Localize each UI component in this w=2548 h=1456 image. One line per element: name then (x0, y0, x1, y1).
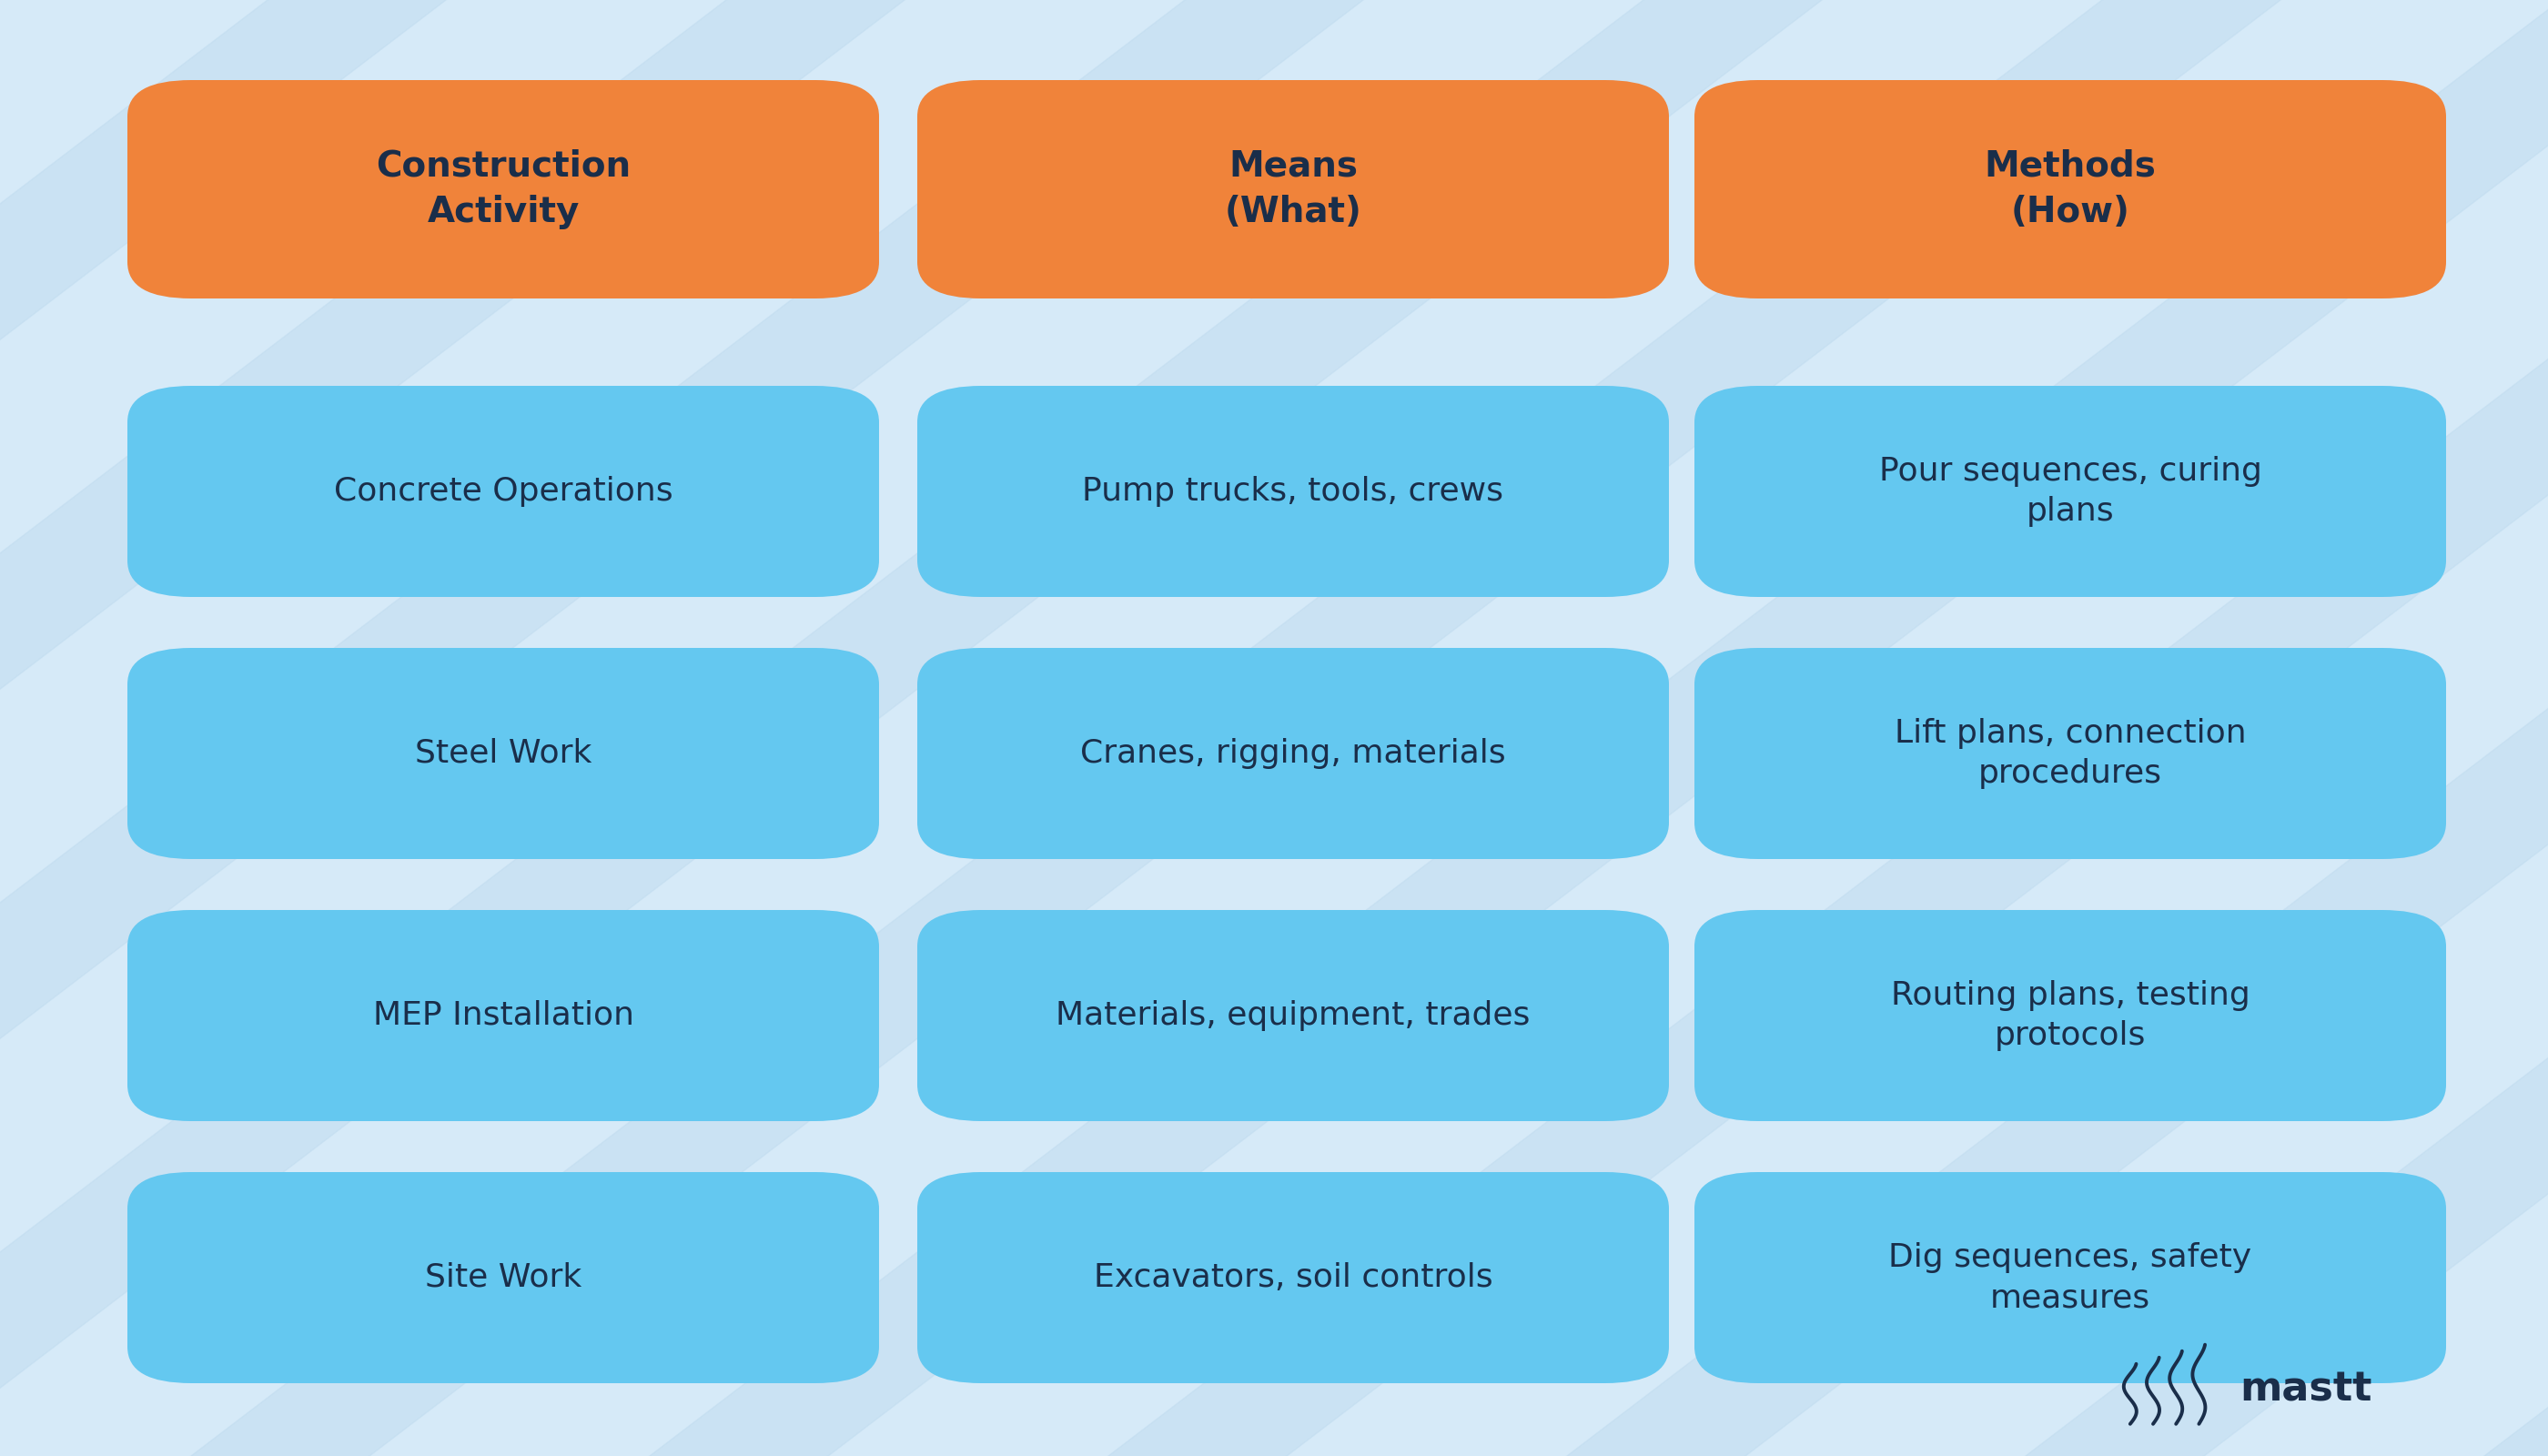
Polygon shape (0, 0, 1401, 1456)
Text: Routing plans, testing
protocols: Routing plans, testing protocols (1891, 980, 2250, 1051)
Text: Pump trucks, tools, crews: Pump trucks, tools, crews (1083, 476, 1503, 507)
FancyBboxPatch shape (917, 648, 1669, 859)
FancyBboxPatch shape (917, 910, 1669, 1121)
FancyBboxPatch shape (127, 80, 879, 298)
FancyBboxPatch shape (1694, 1172, 2446, 1383)
Text: MEP Installation: MEP Installation (372, 1000, 634, 1031)
FancyBboxPatch shape (1694, 80, 2446, 298)
FancyBboxPatch shape (917, 386, 1669, 597)
Polygon shape (0, 0, 1860, 1456)
Text: mastt: mastt (2240, 1370, 2372, 1409)
Text: Pour sequences, curing
plans: Pour sequences, curing plans (1878, 456, 2263, 527)
FancyBboxPatch shape (1694, 648, 2446, 859)
FancyBboxPatch shape (917, 80, 1669, 298)
Polygon shape (0, 0, 2319, 1456)
FancyBboxPatch shape (917, 1172, 1669, 1383)
Text: Concrete Operations: Concrete Operations (334, 476, 673, 507)
Text: Means
(What): Means (What) (1226, 149, 1361, 229)
Polygon shape (2446, 0, 2548, 1456)
Polygon shape (1987, 0, 2548, 1456)
Polygon shape (1070, 0, 2548, 1456)
Text: Steel Work: Steel Work (415, 738, 591, 769)
Polygon shape (0, 0, 484, 1456)
FancyBboxPatch shape (127, 910, 879, 1121)
Text: Site Work: Site Work (426, 1262, 581, 1293)
Text: Dig sequences, safety
measures: Dig sequences, safety measures (1888, 1242, 2252, 1313)
FancyBboxPatch shape (127, 386, 879, 597)
FancyBboxPatch shape (127, 1172, 879, 1383)
FancyBboxPatch shape (1694, 386, 2446, 597)
FancyBboxPatch shape (1694, 910, 2446, 1121)
Polygon shape (1529, 0, 2548, 1456)
Text: Lift plans, connection
procedures: Lift plans, connection procedures (1893, 718, 2247, 789)
Polygon shape (0, 0, 943, 1456)
FancyBboxPatch shape (127, 648, 879, 859)
Text: Construction
Activity: Construction Activity (375, 149, 632, 229)
Polygon shape (612, 0, 2548, 1456)
Polygon shape (153, 0, 2548, 1456)
Polygon shape (0, 0, 25, 1456)
Text: Methods
(How): Methods (How) (1985, 149, 2156, 229)
Text: Excavators, soil controls: Excavators, soil controls (1093, 1262, 1493, 1293)
Text: Materials, equipment, trades: Materials, equipment, trades (1055, 1000, 1531, 1031)
Text: Cranes, rigging, materials: Cranes, rigging, materials (1080, 738, 1506, 769)
